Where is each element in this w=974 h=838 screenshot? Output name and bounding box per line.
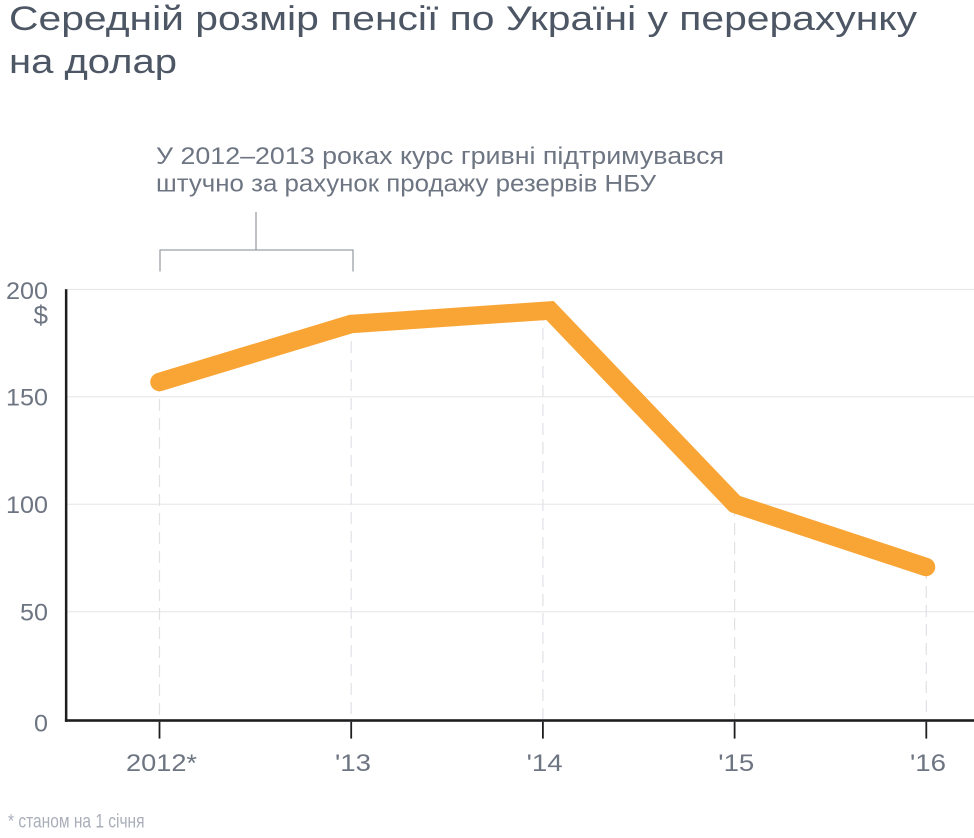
svg-text:'13: '13 (335, 750, 371, 777)
svg-text:Середній розмір пенсії по Укра: Середній розмір пенсії по Україні у пере… (9, 0, 917, 38)
svg-text:'15: '15 (718, 750, 754, 777)
svg-text:на долар: на долар (9, 43, 177, 81)
svg-text:50: 50 (20, 600, 48, 627)
svg-text:У 2012–2013 роках курс гривні: У 2012–2013 роках курс гривні підтримува… (156, 143, 724, 170)
svg-text:100: 100 (6, 492, 48, 519)
svg-text:150: 150 (6, 385, 48, 412)
svg-text:2012*: 2012* (126, 750, 197, 777)
svg-text:200: 200 (6, 278, 48, 305)
svg-text:'14: '14 (527, 750, 563, 777)
svg-text:* станом на 1 січня: * станом на 1 січня (8, 812, 145, 833)
svg-text:'16: '16 (910, 750, 946, 777)
svg-text:$: $ (34, 300, 49, 330)
svg-text:0: 0 (34, 710, 48, 737)
svg-text:штучно за рахунок продажу резе: штучно за рахунок продажу резервів НБУ (156, 171, 657, 198)
